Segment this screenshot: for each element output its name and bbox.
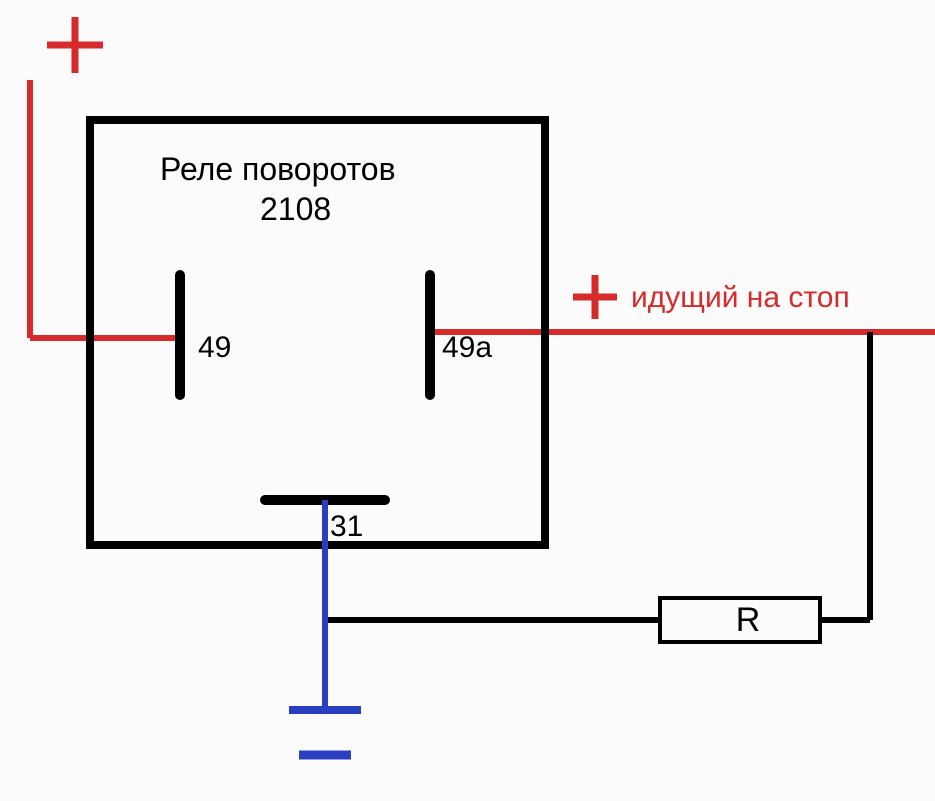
resistor-label: R: [736, 601, 761, 639]
relay-diagram: R Реле поворотов 2108 49 49а 31 идущий на стоп: [0, 0, 935, 801]
pin-49a-label: 49а: [442, 331, 492, 364]
relay-title-2: 2108: [260, 191, 331, 227]
pin-31-label: 31: [330, 510, 363, 543]
pin-49-label: 49: [198, 331, 231, 364]
label-to-stop: идущий на стоп: [631, 281, 850, 314]
relay-title-1: Реле поворотов: [160, 151, 396, 187]
